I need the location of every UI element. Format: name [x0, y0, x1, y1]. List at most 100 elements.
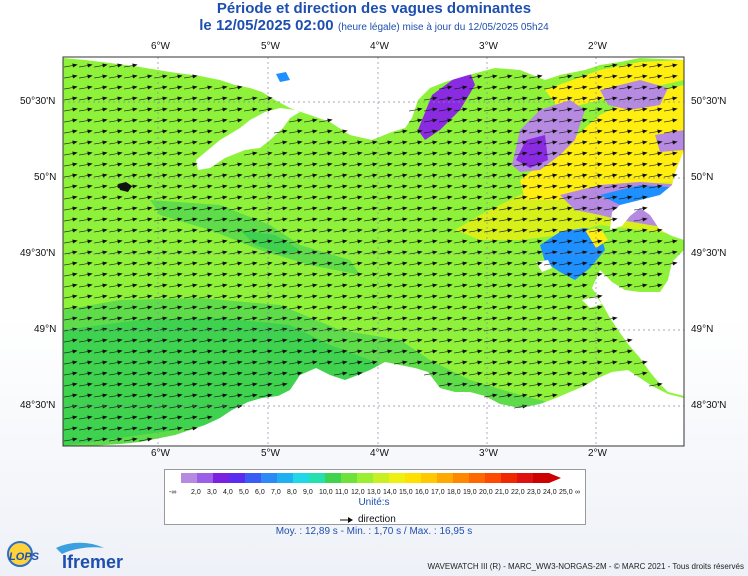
direction-arrow — [169, 162, 183, 167]
direction-arrow — [334, 305, 348, 310]
sea-period-3-east — [655, 130, 684, 152]
direction-arrow — [304, 162, 318, 167]
direction-arrow — [139, 294, 153, 299]
direction-arrow — [364, 360, 378, 365]
direction-arrow — [199, 107, 213, 112]
direction-arrow — [574, 184, 588, 189]
direction-arrow — [109, 151, 123, 156]
direction-arrow — [619, 96, 633, 101]
scale-label: 9,0 — [303, 489, 313, 496]
direction-arrow — [79, 415, 93, 420]
direction-arrow — [544, 272, 558, 277]
direction-arrow — [319, 250, 333, 255]
direction-arrow — [79, 107, 93, 112]
direction-arrow — [589, 294, 603, 299]
direction-arrow — [289, 316, 303, 321]
direction-arrow — [244, 393, 258, 398]
direction-arrow — [274, 261, 288, 266]
direction-arrow — [199, 250, 213, 255]
direction-arrow — [604, 228, 618, 233]
direction-arrow — [454, 184, 468, 189]
svg-text:LOPS: LOPS — [9, 551, 40, 563]
direction-arrow — [559, 184, 573, 189]
direction-arrow — [484, 228, 498, 233]
direction-arrow — [319, 140, 333, 145]
lat-label-right: 48°30'N — [691, 400, 727, 411]
direction-arrow — [184, 85, 198, 90]
direction-arrow — [109, 261, 123, 266]
direction-arrow — [559, 140, 573, 145]
direction-arrow — [139, 162, 153, 167]
direction-arrow — [589, 305, 603, 310]
direction-arrow — [529, 338, 543, 343]
direction-arrow — [154, 96, 168, 101]
direction-arrow — [559, 272, 573, 277]
direction-arrow — [559, 250, 573, 255]
sea-spot-blue — [276, 72, 290, 82]
direction-arrow — [454, 173, 468, 178]
direction-arrow — [139, 217, 153, 222]
sea-period-11 — [63, 318, 420, 446]
direction-arrow — [514, 283, 528, 288]
direction-arrow — [439, 371, 453, 376]
direction-arrow — [649, 162, 663, 167]
direction-arrow — [514, 140, 528, 145]
svg-text:Ifremer: Ifremer — [62, 552, 123, 572]
direction-arrow — [139, 437, 153, 442]
direction-arrow — [394, 338, 408, 343]
direction-arrow — [274, 360, 288, 365]
direction-arrow — [544, 118, 558, 123]
map-date-line: le 12/05/2025 02:00 (heure légale) mise … — [0, 17, 748, 35]
direction-arrow — [649, 272, 663, 277]
direction-arrow — [154, 426, 168, 431]
direction-arrow — [214, 261, 228, 266]
direction-arrow — [394, 360, 408, 365]
scale-label: 13,0 — [367, 489, 381, 496]
direction-arrow — [469, 195, 483, 200]
direction-arrow — [289, 294, 303, 299]
direction-arrow — [514, 360, 528, 365]
direction-arrow — [409, 162, 423, 167]
direction-arrow — [79, 404, 93, 409]
direction-arrow — [499, 206, 513, 211]
direction-arrow — [319, 162, 333, 167]
direction-arrow — [154, 338, 168, 343]
scale-label: 7,0 — [271, 489, 281, 496]
direction-arrow — [169, 151, 183, 156]
direction-arrow — [64, 74, 78, 79]
direction-arrow — [604, 118, 618, 123]
direction-arrow — [634, 206, 648, 211]
direction-arrow — [319, 239, 333, 244]
direction-arrow — [454, 261, 468, 266]
direction-arrow — [574, 85, 588, 90]
direction-arrow — [514, 239, 528, 244]
direction-arrow — [184, 151, 198, 156]
direction-arrow — [559, 261, 573, 266]
direction-arrow — [184, 129, 198, 134]
direction-arrow — [154, 74, 168, 79]
direction-arrow — [79, 261, 93, 266]
direction-arrow — [169, 96, 183, 101]
arrow-icon — [340, 516, 353, 523]
direction-arrow — [529, 294, 543, 299]
scale-label: 21,0 — [495, 489, 509, 496]
direction-arrow — [109, 118, 123, 123]
direction-arrow — [349, 250, 363, 255]
direction-arrow — [529, 129, 543, 134]
direction-arrow — [64, 294, 78, 299]
direction-arrow — [109, 184, 123, 189]
direction-arrow — [79, 316, 93, 321]
direction-arrow — [424, 360, 438, 365]
direction-arrow — [619, 63, 633, 68]
credits-footer: WAVEWATCH III (R) - MARC_WW3-NORGAS-2M -… — [427, 562, 744, 571]
direction-arrow — [79, 129, 93, 134]
direction-arrow — [304, 283, 318, 288]
direction-arrow — [79, 349, 93, 354]
direction-arrow — [154, 228, 168, 233]
direction-arrow — [454, 338, 468, 343]
direction-arrow — [409, 140, 423, 145]
direction-arrow — [94, 338, 108, 343]
direction-arrow — [109, 129, 123, 134]
direction-arrow — [124, 239, 138, 244]
